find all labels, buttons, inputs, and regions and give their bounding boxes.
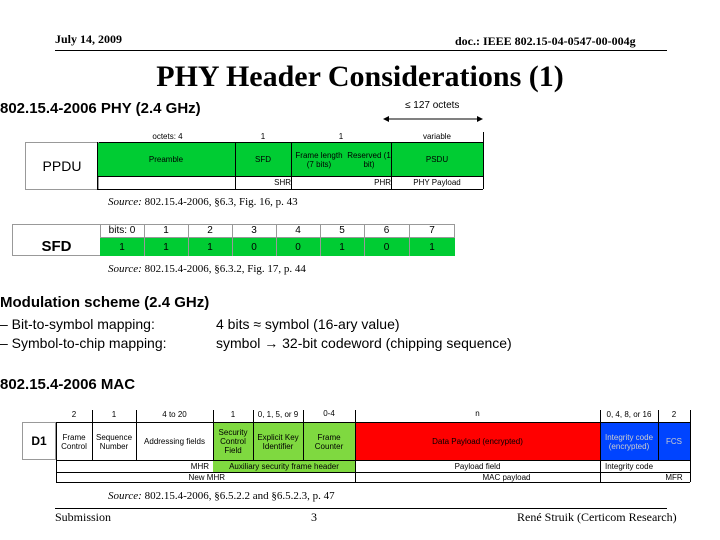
sfd-bit-number: 3 xyxy=(251,225,257,236)
mac-source: Source: 802.15.4-2006, §6.5.2.2 and §6.5… xyxy=(108,490,335,502)
mac-octets: 0-4 xyxy=(323,409,335,418)
header-rule xyxy=(55,50,667,51)
mac-group-integrity: Integrity code xyxy=(604,462,654,471)
sfd-bit-value: 1 xyxy=(320,238,364,256)
mac-field-addressing: Addressing fields xyxy=(144,437,205,446)
phy-heading: 802.15.4-2006 PHY (2.4 GHz) xyxy=(0,100,201,117)
footer-author: René Struik (Certicom Research) xyxy=(517,510,677,524)
sfd-bits-label: bits: 0 xyxy=(108,225,136,236)
page-title: PHY Header Considerations (1) xyxy=(156,60,564,93)
sfd-bit-value: 1 xyxy=(188,238,232,256)
mac-field-data-payload: Data Payload (encrypted) xyxy=(355,423,600,460)
mac-heading: 802.15.4-2006 MAC xyxy=(0,376,136,393)
footer-rule xyxy=(55,508,667,509)
ppdu-field-psdu: PSDU xyxy=(391,143,483,176)
mac-group-mhr: MHR xyxy=(190,462,209,471)
mac-octets: 4 to 20 xyxy=(162,410,187,419)
header-doc-id: doc.: IEEE 802.15-04-0547-00-004g xyxy=(455,34,636,48)
max-octets-note: ≤ 127 octets xyxy=(405,100,460,111)
sfd-bit-value: 1 xyxy=(100,238,144,256)
mac-field-frame-control: Frame Control xyxy=(61,432,87,451)
octets-span-arrow-icon xyxy=(383,116,483,122)
modulation-row-right: 4 bits ≈ symbol (16-ary value) xyxy=(216,316,400,332)
sfd-bit-number: 2 xyxy=(207,225,213,236)
mac-group-mac-payload: MAC payload xyxy=(482,473,531,482)
mac-group-mfr: MFR xyxy=(665,473,683,482)
ppdu-row-label: PPDU xyxy=(25,142,99,190)
ppdu-field-reserved: Reserved (1 bit) xyxy=(347,143,391,176)
mac-group-payload: Payload field xyxy=(454,462,501,471)
mac-octets: 1 xyxy=(111,410,117,419)
sfd-bit-number: 5 xyxy=(339,225,345,236)
ppdu-octets-phr: 1 xyxy=(338,132,344,141)
ppdu-field-frame-length: Frame length (7 bits) xyxy=(291,143,347,176)
ppdu-octets-psdu: variable xyxy=(422,132,451,141)
mac-field-security-control: Security Control Field xyxy=(213,423,253,460)
modulation-heading: Modulation scheme (2.4 GHz) xyxy=(0,294,210,311)
modulation-row-left: – Symbol-to-chip mapping: xyxy=(0,335,167,351)
sfd-row-label: SFD xyxy=(12,224,100,256)
ppdu-group-phr: PHR xyxy=(374,178,391,187)
sfd-bit-number: 6 xyxy=(383,225,390,236)
mac-field-integrity-code: Integrity code (encrypted) xyxy=(600,423,658,460)
sfd-bit-number: 7 xyxy=(429,225,435,236)
mac-field-frame-counter: Frame Counter xyxy=(303,423,355,460)
sfd-bit-value: 0 xyxy=(232,238,276,256)
mac-field-fcs: FCS xyxy=(658,423,690,460)
sfd-bit-value: 0 xyxy=(364,238,409,256)
mac-field-sequence-number: Sequence Number xyxy=(95,432,133,451)
ppdu-source: Source: 802.15.4-2006, §6.3, Fig. 16, p.… xyxy=(108,196,298,208)
ppdu-octets-preamble: octets: 4 xyxy=(152,132,183,141)
ppdu-field-preamble: Preamble xyxy=(97,143,235,176)
modulation-row-left: – Bit-to-symbol mapping: xyxy=(0,316,155,332)
footer-page-number: 3 xyxy=(311,510,317,524)
footer-submission: Submission xyxy=(55,510,112,524)
ppdu-group-shr: SHR xyxy=(274,178,291,187)
modulation-row-right: symbol → 32-bit codeword (chipping seque… xyxy=(216,335,512,351)
mac-octets: 0, 1, 5, or 9 xyxy=(257,410,299,419)
mac-octets: n xyxy=(475,409,480,418)
mac-octets: 0, 4, 8, or 16 xyxy=(606,410,652,419)
sfd-bit-value: 1 xyxy=(144,238,188,256)
ppdu-octets-sfd: 1 xyxy=(260,132,266,141)
mac-octets: 2 xyxy=(71,410,77,419)
mac-group-new-mhr: New MHR xyxy=(188,473,225,482)
ppdu-group-phy-payload: PHY Payload xyxy=(413,178,461,187)
sfd-bit-number: 1 xyxy=(163,225,169,236)
header-date: July 14, 2009 xyxy=(55,32,123,46)
sfd-bit-value: 1 xyxy=(409,238,455,256)
mac-row-label: D1 xyxy=(22,422,56,460)
mac-field-explicit-key-id: Explicit Key Identifier xyxy=(253,423,303,460)
mac-group-aux-security: Auxiliary security frame header xyxy=(213,461,355,472)
mac-octets: 2 xyxy=(671,410,677,419)
sfd-source: Source: 802.15.4-2006, §6.3.2, Fig. 17, … xyxy=(108,263,306,275)
mac-octets: 1 xyxy=(230,410,236,419)
sfd-bit-value: 0 xyxy=(276,238,320,256)
sfd-bit-number: 4 xyxy=(295,225,301,236)
ppdu-field-sfd: SFD xyxy=(235,143,291,176)
